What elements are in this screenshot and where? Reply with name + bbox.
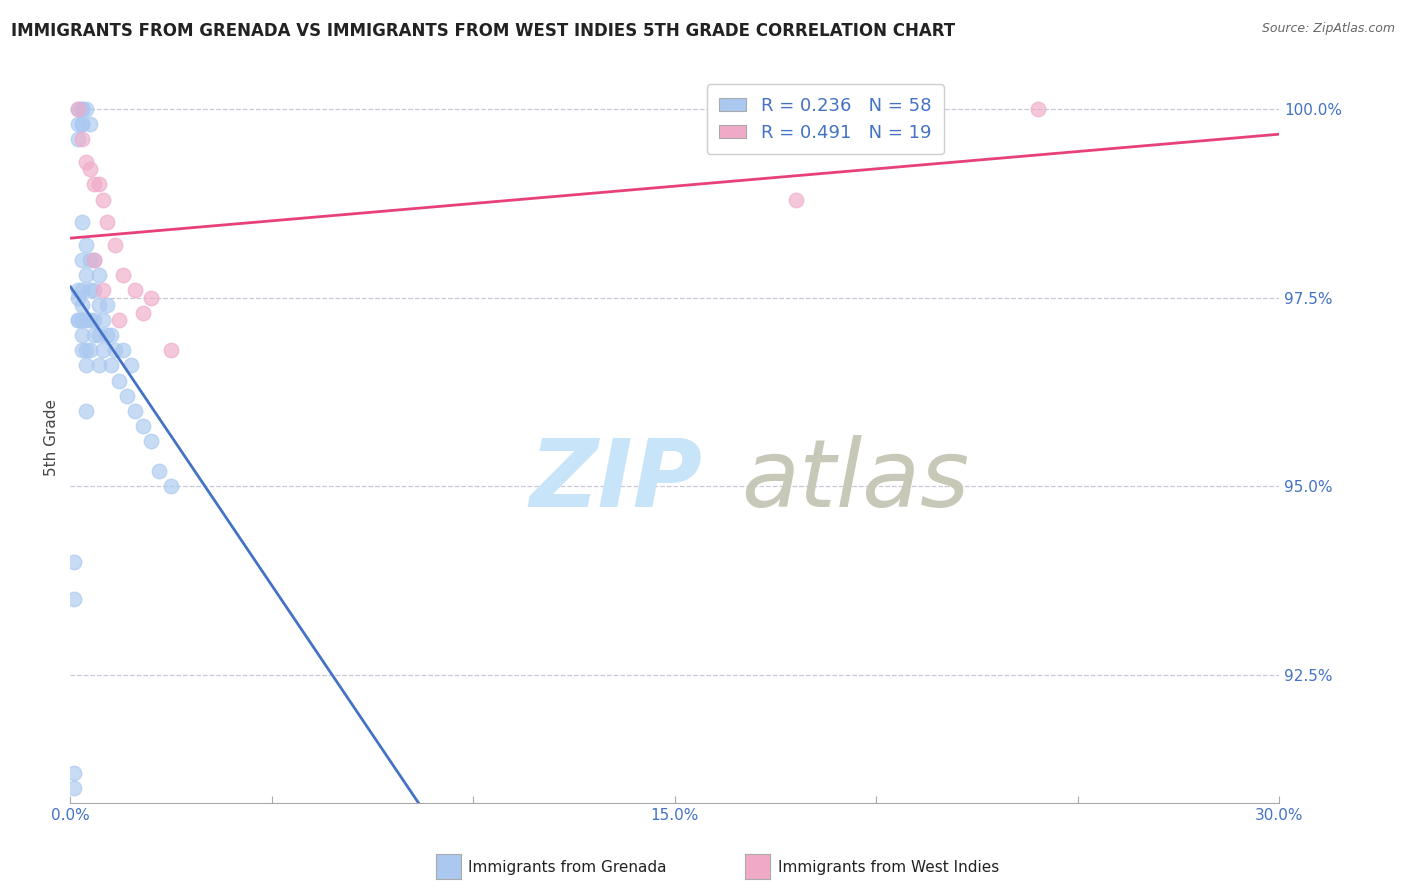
Point: [75, 102, 97, 116]
Point: [63, 554, 86, 568]
Text: Immigrants from Grenada: Immigrants from Grenada: [468, 860, 666, 874]
Point: [120, 359, 142, 373]
Point: [91, 193, 114, 207]
Point: [87, 298, 110, 312]
Point: [72, 215, 94, 229]
Text: atlas: atlas: [741, 435, 970, 526]
Point: [75, 359, 97, 373]
Point: [72, 117, 94, 131]
Point: [63, 765, 86, 780]
Point: [100, 328, 122, 343]
Point: [72, 328, 94, 343]
Point: [72, 252, 94, 267]
Point: [115, 389, 138, 403]
Point: [79, 162, 101, 177]
Point: [67, 291, 90, 305]
Point: [75, 237, 97, 252]
Point: [72, 298, 94, 312]
Point: [67, 117, 90, 131]
Point: [79, 252, 101, 267]
Point: [83, 313, 105, 327]
Point: [67, 102, 90, 116]
Point: [67, 283, 90, 297]
Point: [75, 343, 97, 358]
Point: [111, 268, 134, 282]
Point: [87, 359, 110, 373]
Point: [75, 313, 97, 327]
Point: [96, 298, 118, 312]
Point: [139, 291, 162, 305]
Point: [63, 592, 86, 607]
Point: [72, 102, 94, 116]
Point: [87, 268, 110, 282]
Point: [104, 237, 127, 252]
Point: [96, 328, 118, 343]
Point: [132, 418, 155, 433]
Point: [72, 132, 94, 146]
Point: [132, 306, 155, 320]
Point: [87, 178, 110, 192]
Point: [83, 252, 105, 267]
Point: [83, 328, 105, 343]
Text: Source: ZipAtlas.com: Source: ZipAtlas.com: [1261, 22, 1395, 36]
Point: [75, 268, 97, 282]
Point: [67, 132, 90, 146]
Point: [107, 374, 129, 388]
Point: [72, 313, 94, 327]
Point: [91, 313, 114, 327]
Point: [160, 479, 183, 493]
Point: [72, 102, 94, 116]
Point: [100, 359, 122, 373]
Point: [91, 343, 114, 358]
Point: [160, 343, 183, 358]
Point: [96, 215, 118, 229]
Point: [785, 193, 807, 207]
Point: [87, 328, 110, 343]
Point: [67, 313, 90, 327]
Text: Immigrants from West Indies: Immigrants from West Indies: [778, 860, 998, 874]
Point: [83, 252, 105, 267]
Point: [83, 283, 105, 297]
Point: [67, 313, 90, 327]
Point: [72, 117, 94, 131]
Point: [107, 313, 129, 327]
Point: [124, 283, 146, 297]
Point: [63, 780, 86, 795]
Point: [72, 343, 94, 358]
Point: [124, 403, 146, 417]
Point: [1026, 102, 1049, 116]
Text: IMMIGRANTS FROM GRENADA VS IMMIGRANTS FROM WEST INDIES 5TH GRADE CORRELATION CHA: IMMIGRANTS FROM GRENADA VS IMMIGRANTS FR…: [11, 22, 955, 40]
Point: [148, 464, 170, 478]
Point: [75, 403, 97, 417]
Point: [104, 343, 127, 358]
Legend: R = 0.236   N = 58, R = 0.491   N = 19: R = 0.236 N = 58, R = 0.491 N = 19: [707, 84, 943, 154]
Point: [67, 102, 90, 116]
Point: [139, 434, 162, 448]
Point: [79, 313, 101, 327]
Point: [72, 283, 94, 297]
Point: [111, 343, 134, 358]
Point: [79, 117, 101, 131]
Point: [79, 283, 101, 297]
Point: [91, 283, 114, 297]
Point: [79, 343, 101, 358]
Point: [83, 178, 105, 192]
Y-axis label: 5th Grade: 5th Grade: [44, 399, 59, 475]
Point: [75, 154, 97, 169]
Text: ZIP: ZIP: [530, 435, 703, 527]
